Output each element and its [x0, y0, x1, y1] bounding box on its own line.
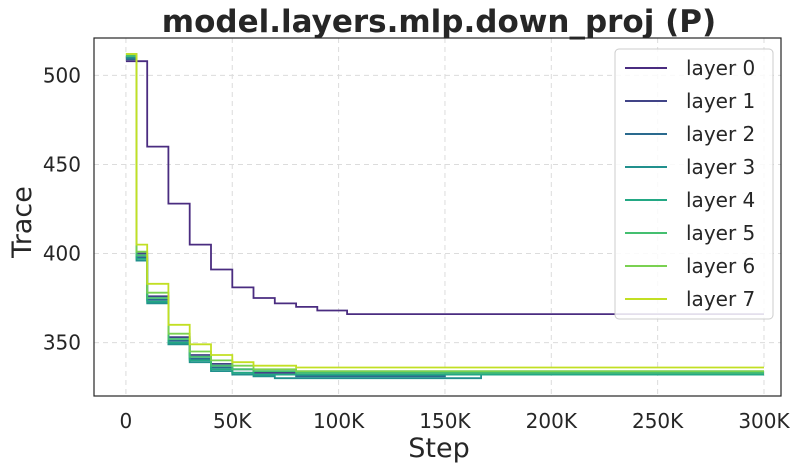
legend-label: layer 7 [686, 287, 755, 311]
legend-label: layer 2 [686, 122, 755, 146]
series-line-layer-7 [125, 53, 764, 369]
x-tick-label: 300K [738, 409, 790, 433]
x-axis-ticks: 0 50K 100K 150K 200K 250K 300K [120, 409, 791, 433]
legend-label: layer 0 [686, 56, 755, 80]
y-tick-label: 400 [43, 242, 81, 266]
y-tick-label: 350 [43, 331, 81, 355]
x-tick-label: 200K [526, 409, 578, 433]
legend-label: layer 3 [686, 155, 755, 179]
x-tick-label: 0 [120, 409, 133, 433]
legend-label: layer 6 [686, 254, 755, 278]
series-line-layer-0 [125, 60, 764, 315]
legend-label: layer 1 [686, 89, 755, 113]
x-tick-label: 150K [419, 409, 471, 433]
series-lines [125, 53, 764, 380]
grid [94, 38, 781, 396]
y-axis-ticks: 350 400 450 500 [43, 63, 81, 354]
y-tick-label: 500 [43, 63, 81, 87]
y-axis-label: Trace [7, 186, 38, 259]
legend: layer 0 layer 1 layer 2 layer 3 layer 4 layer… [614, 48, 774, 320]
x-tick-label: 100K [313, 409, 365, 433]
y-tick-label: 450 [43, 152, 81, 176]
x-axis-label: Step [408, 433, 469, 464]
plot-frame [93, 37, 782, 397]
chart-title: model.layers.mlp.down_proj (P) [162, 4, 716, 40]
x-tick-label: 250K [632, 409, 684, 433]
legend-label: layer 4 [686, 188, 755, 212]
legend-box [614, 48, 774, 320]
x-tick-label: 50K [213, 409, 252, 433]
legend-label: layer 5 [686, 221, 755, 245]
